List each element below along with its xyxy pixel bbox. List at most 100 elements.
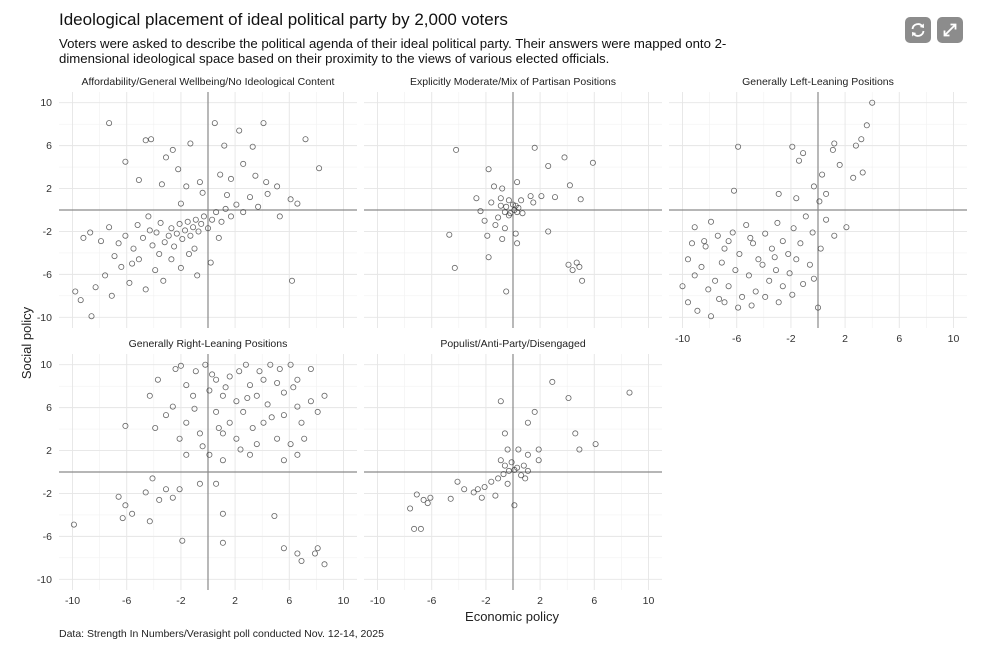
data-point bbox=[451, 264, 458, 271]
data-point bbox=[823, 216, 830, 223]
data-point bbox=[148, 136, 155, 143]
data-point bbox=[576, 446, 583, 453]
data-point bbox=[816, 198, 823, 205]
data-point bbox=[531, 144, 538, 151]
data-point bbox=[531, 408, 538, 415]
data-point bbox=[447, 495, 454, 502]
data-point bbox=[565, 394, 572, 401]
data-point bbox=[775, 190, 782, 197]
refresh-button[interactable] bbox=[905, 17, 931, 43]
data-point bbox=[142, 489, 149, 496]
data-point bbox=[495, 475, 502, 482]
data-point bbox=[162, 412, 169, 419]
x-tick-label: -10 bbox=[65, 595, 80, 607]
data-point bbox=[774, 219, 781, 226]
data-point bbox=[98, 238, 105, 245]
data-point bbox=[569, 267, 576, 274]
data-point bbox=[509, 201, 516, 208]
facet-title: Explicitly Moderate/Mix of Partisan Posi… bbox=[410, 76, 616, 88]
y-tick-label: -6 bbox=[43, 531, 52, 543]
data-point bbox=[213, 376, 220, 383]
data-point bbox=[221, 142, 228, 149]
data-point bbox=[829, 146, 836, 153]
x-tick-label: -10 bbox=[370, 595, 385, 607]
data-point bbox=[573, 259, 580, 266]
data-point bbox=[714, 232, 721, 239]
data-point bbox=[307, 365, 314, 372]
data-point bbox=[209, 216, 216, 223]
data-point bbox=[552, 194, 559, 201]
data-point bbox=[488, 199, 495, 206]
data-point bbox=[470, 489, 477, 496]
data-point bbox=[213, 209, 220, 216]
data-point bbox=[119, 515, 126, 522]
data-point bbox=[240, 209, 247, 216]
data-point bbox=[566, 182, 573, 189]
data-point bbox=[126, 279, 133, 286]
data-point bbox=[796, 157, 803, 164]
data-point bbox=[240, 408, 247, 415]
data-point bbox=[488, 478, 495, 485]
x-tick-label: 6 bbox=[286, 595, 292, 607]
data-point bbox=[130, 245, 137, 252]
data-point bbox=[490, 183, 497, 190]
data-point bbox=[316, 165, 323, 172]
y-tick-label: 10 bbox=[40, 359, 52, 371]
data-point bbox=[298, 419, 305, 426]
data-point bbox=[176, 435, 183, 442]
data-point bbox=[725, 283, 732, 290]
data-point bbox=[206, 451, 213, 458]
data-point bbox=[192, 216, 199, 223]
data-point bbox=[775, 299, 782, 306]
expand-icon bbox=[943, 23, 957, 37]
data-point bbox=[294, 376, 301, 383]
data-point bbox=[246, 194, 253, 201]
data-point bbox=[576, 263, 583, 270]
data-point bbox=[176, 220, 183, 227]
facet-panel: Affordability/General Wellbeing/No Ideol… bbox=[37, 76, 357, 328]
data-point bbox=[577, 196, 584, 203]
data-point bbox=[115, 493, 122, 500]
y-tick-label: 6 bbox=[46, 140, 52, 152]
data-point bbox=[702, 243, 709, 250]
data-point bbox=[145, 213, 152, 220]
data-point bbox=[538, 193, 545, 200]
data-point bbox=[500, 471, 507, 478]
x-tick-label: -2 bbox=[176, 595, 185, 607]
data-point bbox=[793, 195, 800, 202]
data-point bbox=[157, 219, 164, 226]
data-point bbox=[172, 365, 179, 372]
data-point bbox=[244, 394, 251, 401]
source-note: Data: Strength In Numbers/Verasight poll… bbox=[59, 628, 384, 640]
data-point bbox=[162, 154, 169, 161]
facet-title: Affordability/General Wellbeing/No Ideol… bbox=[82, 76, 335, 88]
data-point bbox=[721, 299, 728, 306]
data-point bbox=[204, 225, 211, 232]
data-point bbox=[503, 288, 510, 295]
data-point bbox=[153, 229, 160, 236]
data-point bbox=[215, 424, 222, 431]
data-point bbox=[177, 362, 184, 369]
data-point bbox=[196, 179, 203, 186]
chart-subtitle: Voters were asked to describe the politi… bbox=[59, 36, 727, 66]
data-point bbox=[122, 502, 129, 509]
data-point bbox=[579, 277, 586, 284]
data-point bbox=[731, 187, 738, 194]
data-point bbox=[280, 389, 287, 396]
data-point bbox=[492, 221, 499, 228]
data-point bbox=[679, 283, 686, 290]
expand-button[interactable] bbox=[937, 17, 963, 43]
data-point bbox=[785, 250, 792, 257]
data-point bbox=[501, 225, 508, 232]
data-point bbox=[240, 160, 247, 167]
data-point bbox=[287, 196, 294, 203]
data-point bbox=[759, 261, 766, 268]
data-point bbox=[514, 240, 521, 247]
data-point bbox=[191, 245, 198, 252]
data-point bbox=[497, 195, 504, 202]
data-point bbox=[260, 419, 267, 426]
y-tick-label: 6 bbox=[46, 402, 52, 414]
data-point bbox=[503, 203, 510, 210]
data-point bbox=[219, 430, 226, 437]
data-point bbox=[176, 486, 183, 493]
